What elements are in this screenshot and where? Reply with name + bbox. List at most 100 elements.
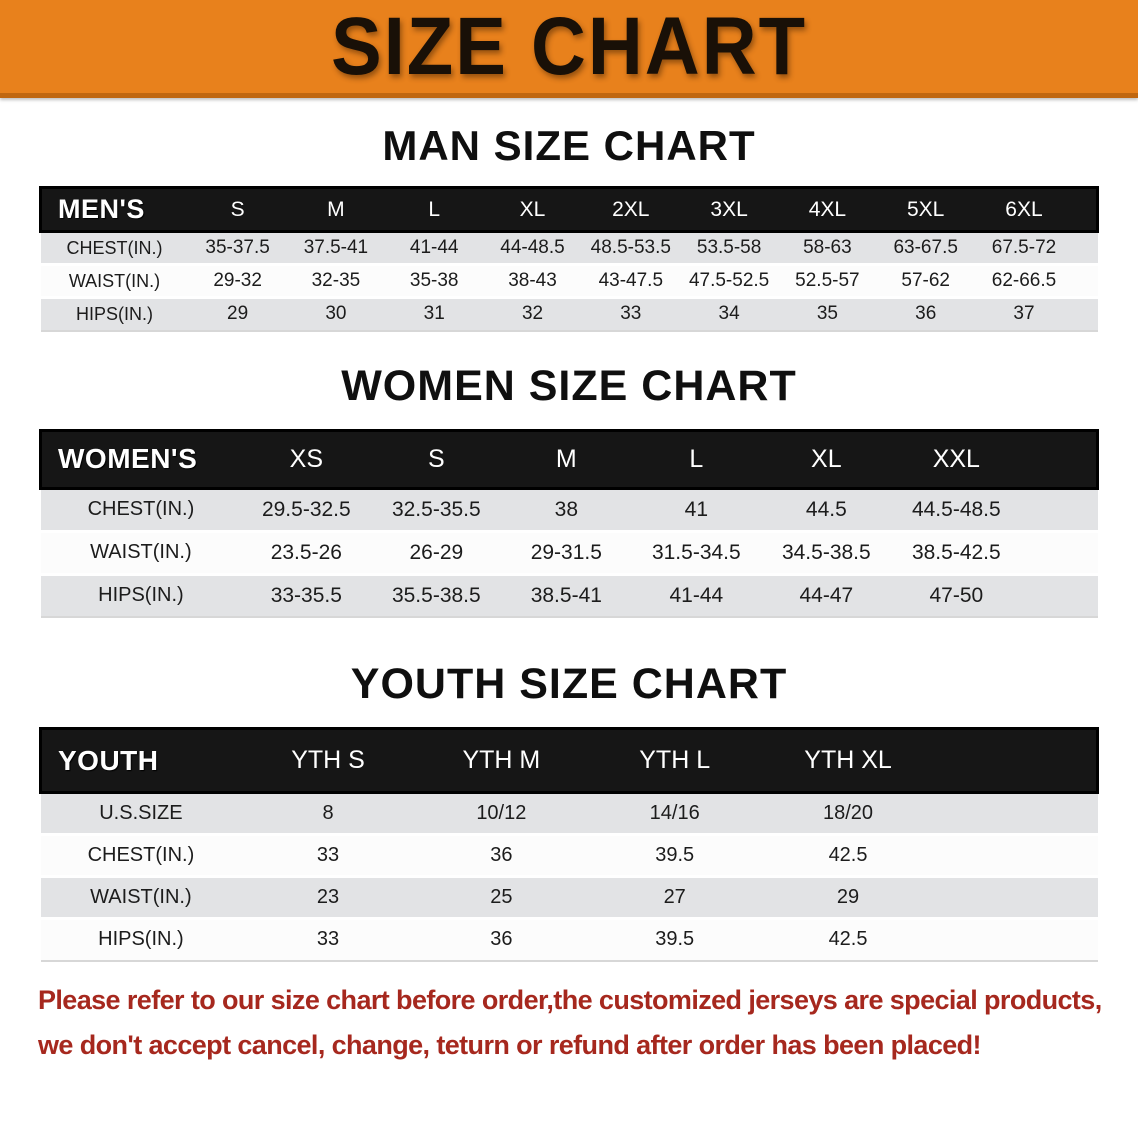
- size-value-cell: 32: [483, 297, 582, 332]
- size-column-header: 4XL: [778, 186, 877, 233]
- table-header-row: MEN'S S M L XL 2XL 3XL 4XL 5XL 6XL: [39, 186, 1100, 233]
- size-column-header: M: [501, 428, 632, 490]
- size-value-cell: 52.5-57: [778, 264, 877, 299]
- size-value-cell: 37: [974, 297, 1074, 332]
- table-row: WAIST(IN.) 23.5-26 26-29 29-31.5 31.5-34.5 34…: [40, 531, 1098, 576]
- order-policy-note: Please refer to our size chart before or…: [38, 978, 1102, 1068]
- size-value-cell: 34.5-38.5: [761, 531, 892, 576]
- size-value-cell: 29: [761, 876, 935, 920]
- row-label: CHEST(IN.): [40, 834, 242, 878]
- filler-cell: [1073, 186, 1100, 233]
- size-value-cell: 33-35.5: [241, 574, 372, 618]
- table-row: U.S.SIZE 8 10/12 14/16 18/20: [40, 792, 1098, 836]
- size-value-cell: 30: [286, 297, 386, 332]
- filler-cell: [934, 918, 1098, 962]
- size-column-header: XL: [483, 186, 582, 233]
- size-value-cell: 32.5-35.5: [371, 488, 502, 533]
- size-value-cell: 67.5-72: [974, 231, 1074, 266]
- size-value-cell: 44-48.5: [483, 231, 582, 266]
- filler-cell: [1021, 574, 1098, 618]
- size-value-cell: 48.5-53.5: [581, 231, 680, 266]
- size-value-cell: 35-38: [385, 264, 484, 299]
- table-row: CHEST(IN.) 35-37.5 37.5-41 41-44 44-48.5 48.5…: [40, 231, 1098, 266]
- size-value-cell: 38.5-41: [501, 574, 632, 618]
- size-value-cell: 57-62: [876, 264, 975, 299]
- table-row: HIPS(IN.) 33 36 39.5 42.5: [40, 918, 1098, 962]
- women-size-chart-section: WOMEN SIZE CHART WOMEN'S XS S M L XL XXL CHEST(…: [0, 361, 1138, 618]
- size-column-header: M: [286, 186, 386, 233]
- size-value-cell: 63-67.5: [876, 231, 975, 266]
- size-value-cell: 44.5-48.5: [891, 488, 1022, 533]
- size-value-cell: 8: [241, 792, 415, 836]
- size-column-header: L: [631, 428, 762, 490]
- size-value-cell: 10/12: [414, 792, 589, 836]
- table-row: CHEST(IN.) 29.5-32.5 32.5-35.5 38 41 44.5 44.5…: [40, 488, 1098, 533]
- filler-cell: [1073, 264, 1098, 299]
- size-value-cell: 41-44: [385, 231, 484, 266]
- size-column-header: XXL: [891, 428, 1022, 490]
- size-column-header: YTH L: [588, 727, 762, 794]
- size-value-cell: 14/16: [588, 792, 762, 836]
- table-row: HIPS(IN.) 29 30 31 32 33 34 35 36 37: [40, 297, 1098, 332]
- size-value-cell: 31: [385, 297, 484, 332]
- row-label: HIPS(IN.): [40, 574, 242, 618]
- youth-section-title: YOUTH SIZE CHART: [350, 660, 788, 708]
- size-value-cell: 32-35: [286, 264, 386, 299]
- banner-title: SIZE CHART: [331, 0, 807, 93]
- table-header-label: YOUTH: [39, 727, 242, 794]
- row-label: CHEST(IN.): [40, 231, 189, 266]
- youth-size-chart-section: YOUTH SIZE CHART YOUTH YTH S YTH M YTH L YTH…: [0, 660, 1138, 962]
- size-value-cell: 34: [679, 297, 779, 332]
- size-value-cell: 42.5: [761, 834, 935, 878]
- size-value-cell: 33: [241, 834, 415, 878]
- row-label: HIPS(IN.): [40, 297, 189, 332]
- filler-cell: [1021, 531, 1098, 576]
- men-section-title: MAN SIZE CHART: [382, 122, 756, 169]
- size-value-cell: 38.5-42.5: [891, 531, 1022, 576]
- size-value-cell: 29.5-32.5: [241, 488, 372, 533]
- size-value-cell: 25: [414, 876, 589, 920]
- women-section-title: WOMEN SIZE CHART: [341, 361, 797, 410]
- size-value-cell: 33: [581, 297, 680, 332]
- filler-cell: [934, 834, 1098, 878]
- size-column-header: 2XL: [581, 186, 680, 233]
- table-header-label: MEN'S: [39, 186, 189, 233]
- table-header-row: WOMEN'S XS S M L XL XXL: [39, 428, 1100, 490]
- size-value-cell: 38-43: [483, 264, 582, 299]
- filler-cell: [1073, 231, 1098, 266]
- order-policy-line-1: Please refer to our size chart before or…: [38, 984, 1102, 1015]
- size-column-header: 3XL: [679, 186, 779, 233]
- size-value-cell: 58-63: [778, 231, 877, 266]
- size-value-cell: 39.5: [588, 834, 762, 878]
- row-label: WAIST(IN.): [40, 876, 242, 920]
- size-value-cell: 38: [501, 488, 632, 533]
- size-value-cell: 53.5-58: [679, 231, 779, 266]
- size-value-cell: 39.5: [588, 918, 762, 962]
- size-column-header: L: [385, 186, 484, 233]
- size-value-cell: 62-66.5: [974, 264, 1074, 299]
- row-label: HIPS(IN.): [40, 918, 242, 962]
- filler-cell: [934, 792, 1098, 836]
- size-value-cell: 47.5-52.5: [679, 264, 779, 299]
- order-policy-line-2: we don't accept cancel, change, teturn o…: [38, 1029, 982, 1060]
- men-size-table: MEN'S S M L XL 2XL 3XL 4XL 5XL 6XL CHEST(IN.) 35-37…: [39, 186, 1100, 332]
- size-value-cell: 43-47.5: [581, 264, 680, 299]
- size-value-cell: 27: [588, 876, 762, 920]
- table-header-label: WOMEN'S: [39, 428, 242, 490]
- size-value-cell: 23: [241, 876, 415, 920]
- size-column-header: 6XL: [974, 186, 1074, 233]
- size-value-cell: 31.5-34.5: [631, 531, 762, 576]
- size-column-header: 5XL: [876, 186, 975, 233]
- size-value-cell: 42.5: [761, 918, 935, 962]
- size-column-header: S: [371, 428, 502, 490]
- row-label: U.S.SIZE: [40, 792, 242, 836]
- size-value-cell: 35-37.5: [188, 231, 287, 266]
- size-column-header: YTH S: [241, 727, 415, 794]
- size-value-cell: 29: [188, 297, 287, 332]
- size-value-cell: 36: [414, 834, 589, 878]
- table-header-row: YOUTH YTH S YTH M YTH L YTH XL: [39, 727, 1099, 794]
- filler-cell: [1021, 488, 1098, 533]
- size-column-header: XL: [761, 428, 892, 490]
- size-value-cell: 33: [241, 918, 415, 962]
- table-row: CHEST(IN.) 33 36 39.5 42.5: [40, 834, 1098, 878]
